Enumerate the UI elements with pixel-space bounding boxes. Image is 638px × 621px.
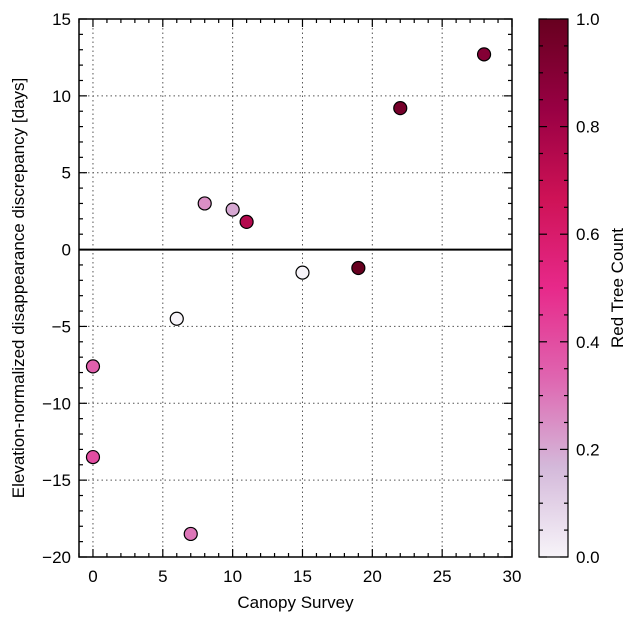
x-tick-label: 20 (363, 567, 382, 586)
data-point (169, 311, 184, 326)
y-axis-label: Elevation-normalized disappearance discr… (9, 78, 28, 499)
y-tick-label: −10 (42, 394, 71, 413)
y-tick-label: 5 (62, 164, 71, 183)
data-point (393, 101, 408, 116)
y-tick-label: −5 (52, 317, 71, 336)
colorbar-ticks (539, 18, 568, 558)
colorbar-tick-label: 0.4 (576, 333, 600, 352)
y-tick-label: −20 (42, 548, 71, 567)
data-point (183, 526, 198, 542)
colorbar-tick-label: 0.0 (576, 548, 600, 567)
colorbar-tick-label: 1.0 (576, 10, 600, 29)
colorbar-tick-label: 0.6 (576, 225, 600, 244)
x-axis-label: Canopy Survey (237, 593, 354, 612)
y-tick-label: 0 (62, 241, 71, 260)
data-point (85, 359, 101, 374)
data-point (351, 260, 366, 276)
data-point (476, 47, 492, 62)
colorbar-tick-labels: 0.0 0.2 0.4 0.6 0.8 1.0 (576, 10, 600, 567)
x-tick-label: 25 (433, 567, 452, 586)
colorbar-label: Red Tree Count (608, 228, 627, 348)
colorbar (538, 18, 569, 558)
data-points (85, 47, 492, 542)
grid-lines (79, 19, 512, 557)
x-tick-label: 15 (293, 567, 312, 586)
y-tick-label: −15 (42, 471, 71, 490)
y-tick-label: 10 (52, 87, 71, 106)
data-point (295, 265, 310, 280)
y-tick-labels: −20 −15 −10 −5 0 5 10 15 (42, 10, 71, 567)
colorbar-tick-label: 0.8 (576, 118, 600, 137)
y-tick-label: 15 (52, 10, 71, 29)
x-tick-label: 5 (158, 567, 167, 586)
data-point (197, 196, 212, 211)
colorbar-tick-label: 0.2 (576, 440, 600, 459)
x-tick-label: 10 (223, 567, 242, 586)
data-point (239, 214, 254, 230)
x-tick-label: 0 (88, 567, 97, 586)
x-tick-labels: 0 5 10 15 20 25 30 (88, 567, 521, 586)
axis-ticks (78, 18, 513, 558)
plot-area-frame (78, 18, 513, 558)
x-tick-label: 30 (503, 567, 522, 586)
data-point (225, 202, 240, 217)
data-point (85, 449, 101, 465)
